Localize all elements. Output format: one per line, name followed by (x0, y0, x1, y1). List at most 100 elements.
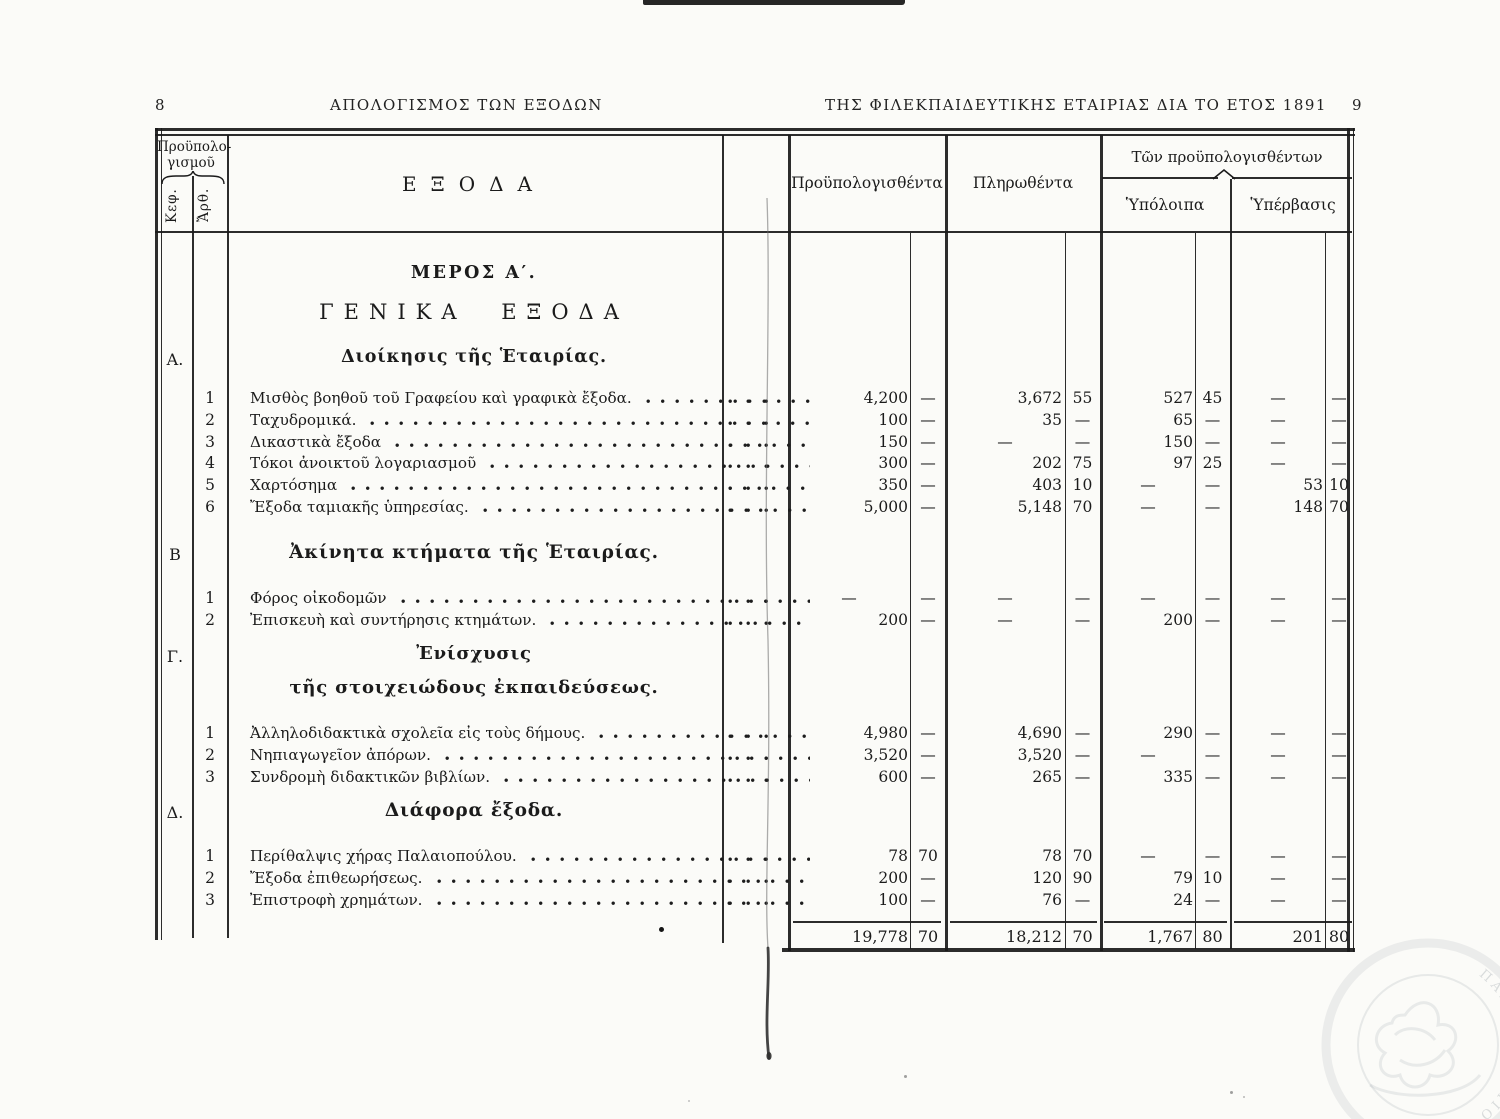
gutter-dots (724, 722, 782, 744)
chapter-column-header: Κεφ. (164, 188, 180, 224)
article-number: 3 (205, 891, 215, 909)
budgeted-cents: — (920, 411, 936, 429)
book-fold-crease (765, 197, 772, 1060)
excess-cents: — (1331, 847, 1347, 865)
scan-smear (643, 0, 905, 5)
budget-label-line1: Προϋπολο- (157, 139, 232, 155)
paid-cents: 10 (1072, 476, 1093, 494)
chapter-letter: Α. (166, 350, 184, 369)
excess-amount: — (1270, 454, 1286, 472)
expense-label: Ἔξοδα ἐπιθεωρήσεως. (250, 869, 423, 887)
page-number-left: 8 (155, 96, 165, 114)
table-row: 1 Ἀλληλοδιδακτικὰ σχολεῖα εἰς τοὺς δήμου… (155, 722, 1355, 744)
section-title: Ἐνίσχυσις (416, 643, 532, 664)
article-number: 4 (205, 454, 215, 472)
paid-cents: 90 (1072, 869, 1093, 887)
dot-leader (440, 744, 810, 766)
rule (1065, 233, 1066, 949)
paid-cents: — (1074, 724, 1091, 742)
budgeted-amount: 5,000 (863, 498, 908, 516)
expense-label: Συνδρομὴ διδακτικῶν βιβλίων. (250, 768, 491, 786)
paid-amount: — (997, 589, 1013, 607)
article-number: 2 (205, 411, 215, 429)
ink-speck (659, 927, 664, 932)
paid-amount: 3,672 (1017, 389, 1062, 407)
sum-rule (950, 921, 1097, 923)
expense-label: Δικαστικὰ ἔξοδα (250, 433, 382, 451)
running-title-right: ΤΗΣ ΦΙΛΕΚΠΑΙΔΕΥΤΙΚΗΣ ΕΤΑΙΡΙΑΣ ΔΙΑ ΤΟ ΕΤΟ… (825, 96, 1327, 114)
remainder-amount: 150 (1163, 433, 1193, 451)
article-number: 6 (205, 498, 215, 516)
expense-label: Ἐπισκευὴ καὶ συντήρησις κτημάτων. (250, 611, 537, 629)
table-row: 2 Ἔξοδα ἐπιθεωρήσεως. 200 — 120 90 79 10… (155, 867, 1355, 889)
remainder-amount: 24 (1173, 891, 1193, 909)
gutter-dots (724, 452, 782, 474)
excess-amount: — (1270, 411, 1286, 429)
budgeted-cents: — (920, 389, 936, 407)
table-row: 3 Συνδρομὴ διδακτικῶν βιβλίων. 600 — 265… (155, 766, 1355, 788)
budgeted-cents: — (920, 433, 936, 451)
article-number: 2 (205, 869, 215, 887)
paid-amount: 3,520 (1017, 746, 1062, 764)
remainder-cents: — (1204, 746, 1221, 764)
table-row: 2 Ταχυδρομικά. 100 — 35 — 65 — — — (155, 409, 1355, 431)
remainder-amount: — (1140, 476, 1156, 494)
remainder-cents: — (1204, 411, 1221, 429)
excess-cents: 70 (1329, 498, 1349, 516)
paid-cents: 75 (1072, 454, 1093, 472)
table-row: 2 Ἐπισκευὴ καὶ συντήρησις κτημάτων. 200 … (155, 609, 1355, 631)
expense-label: Χαρτόσημα (250, 476, 338, 494)
rule (1195, 233, 1196, 949)
table-row: 2 Νηπιαγωγεῖον ἀπόρων. 3,520 — 3,520 — —… (155, 744, 1355, 766)
chapter-letter: Γ. (166, 647, 184, 666)
rule (155, 128, 1355, 131)
excess-amount: — (1270, 891, 1286, 909)
section-title: Διοίκησις τῆς Ἑταιρίας. (341, 347, 607, 367)
table-row: 6 Ἔξοδα ταμιακῆς ὑπηρεσίας. 5,000 — 5,14… (155, 496, 1355, 518)
remainder-amount: 290 (1163, 724, 1193, 742)
excess-amount: 53 (1303, 476, 1323, 494)
paid-cents: — (1074, 611, 1091, 629)
excess-cents: — (1331, 869, 1347, 887)
budgeted-cents: — (920, 746, 936, 764)
excess-cents: 10 (1329, 476, 1349, 494)
remainder-amount: 65 (1173, 411, 1193, 429)
dot-leader (347, 474, 810, 496)
excess-cents: — (1331, 433, 1347, 451)
paid-cents: — (1074, 768, 1091, 786)
remainder-cents: — (1204, 847, 1221, 865)
excess-amount: — (1270, 389, 1286, 407)
rule (722, 135, 724, 943)
remainder-cents: — (1204, 433, 1221, 451)
brace-caret (1212, 168, 1236, 180)
rule (945, 135, 948, 951)
remainder-cents: — (1204, 476, 1221, 494)
paid-amount: — (997, 433, 1013, 451)
paid-total: 18,212 (1006, 927, 1062, 946)
budgeted-amount: 200 (878, 869, 908, 887)
paid-column-header: Πληρωθέντα (972, 174, 1074, 192)
excess-column-header: Ὑπέρβασις (1250, 196, 1336, 214)
sum-rule (1104, 921, 1227, 923)
article-number: 1 (205, 589, 215, 607)
rule (782, 948, 1355, 952)
budget-label-line2: γισμοῦ (167, 155, 215, 171)
table-row: 3 Ἐπιστροφὴ χρημάτων. 100 — 76 — 24 — — … (155, 889, 1355, 911)
rule (1232, 177, 1352, 179)
excess-amount: — (1270, 746, 1286, 764)
rule (155, 128, 158, 940)
article-number: 5 (205, 476, 215, 494)
dot-leader (432, 889, 810, 911)
budgeted-column-header: Προϋπολογισθέντα (791, 174, 943, 192)
excess-amount: — (1270, 869, 1286, 887)
paid-amount: 120 (1032, 869, 1062, 887)
rule (788, 135, 791, 951)
remainder-cents: — (1204, 724, 1221, 742)
section-title: τῆς στοιχειώδους ἐκπαιδεύσεως. (289, 677, 659, 698)
excess-amount: — (1270, 724, 1286, 742)
section-title: Διάφορα ἔξοδα. (384, 800, 564, 821)
expense-label: Ταχυδρομικά. (250, 411, 357, 429)
remainder-cents: — (1204, 498, 1221, 516)
gutter-dots (724, 474, 782, 496)
